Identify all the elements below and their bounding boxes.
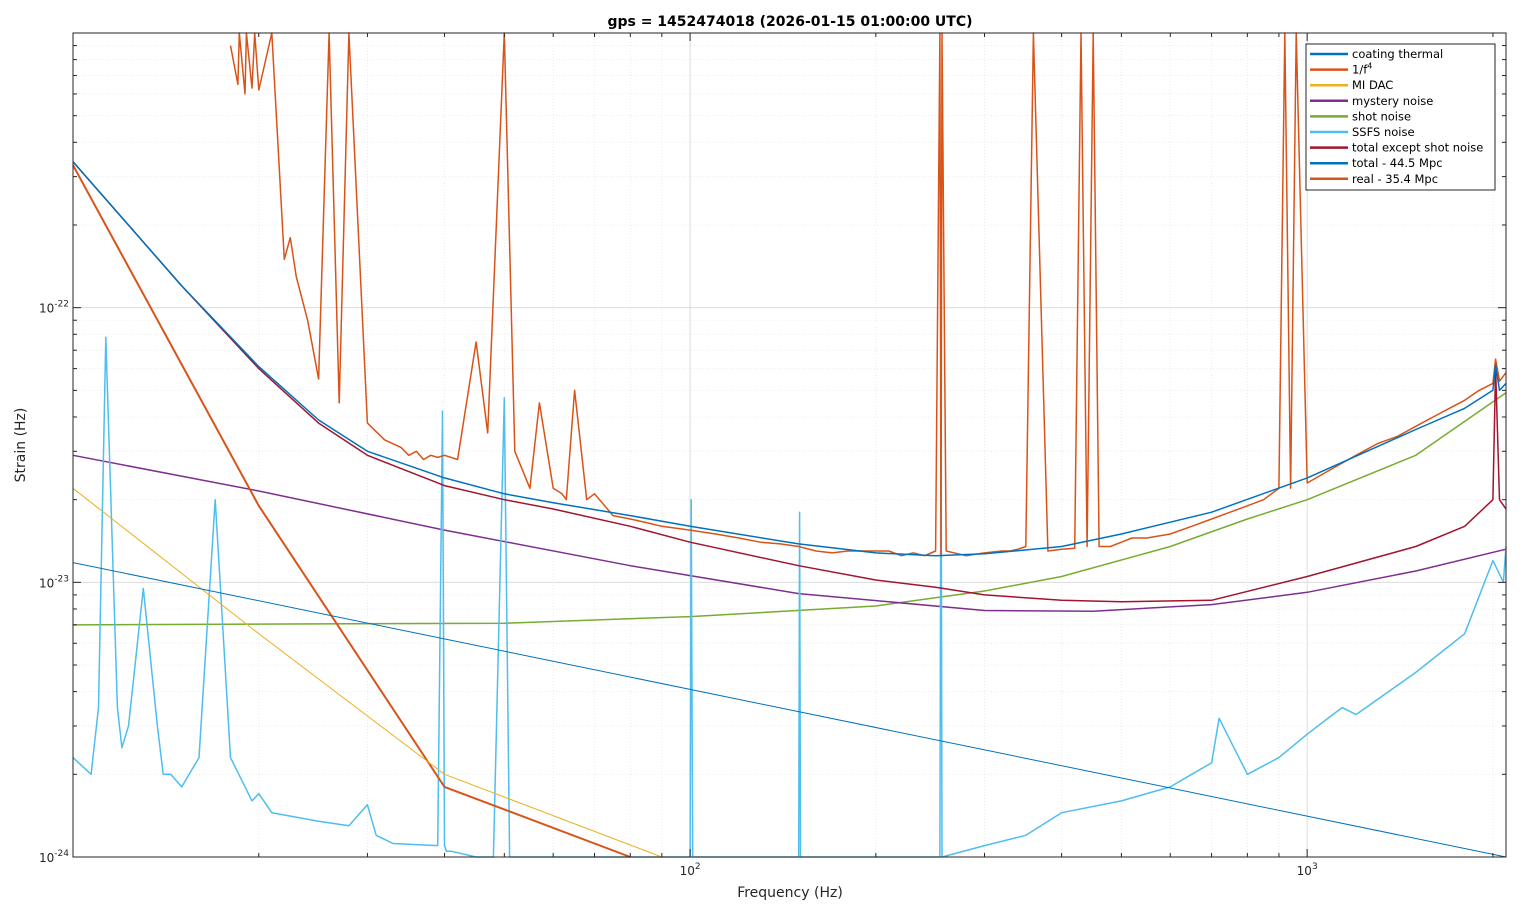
y-axis-label: Strain (Hz) [13,408,29,483]
x-tick-label: 102 [680,862,701,878]
legend-label: SSFS noise [1352,125,1415,139]
series-line-mystery-noise [72,454,1507,612]
series-layer [72,32,1507,858]
y-tick-label: 10-23 [39,574,69,590]
legend-label: total except shot noise [1352,141,1483,155]
legend-label: 1/f4 [1352,62,1372,77]
legend-label: MI DAC [1352,78,1393,92]
chart-title: gps = 1452474018 (2026-01-15 01:00:00 UT… [607,14,972,30]
x-axis-label: Frequency (Hz) [737,885,843,901]
series-line-total-44-5-mpc [72,161,1507,557]
legend-label: total - 44.5 Mpc [1352,156,1443,170]
series-line-total-except-shot-noise [72,161,1507,603]
grid [72,33,1506,858]
series-line-mi-dac [72,487,662,858]
legend-label: mystery noise [1352,94,1433,108]
legend-label: real - 35.4 Mpc [1352,172,1438,186]
legend-label: shot noise [1352,109,1411,123]
y-tick-label: 10-22 [39,300,69,316]
series-line-1-f [72,164,631,858]
y-tick-label: 10-24 [39,849,69,865]
series-line-coating-thermal [72,562,1507,858]
legend-label: coating thermal [1352,47,1443,61]
axes-frame [72,32,1507,858]
x-tick-label: 103 [1297,862,1318,878]
ticks: 102 103 10-24 10-23 10-22 [39,33,1506,878]
series-line-shot-noise [72,392,1507,626]
